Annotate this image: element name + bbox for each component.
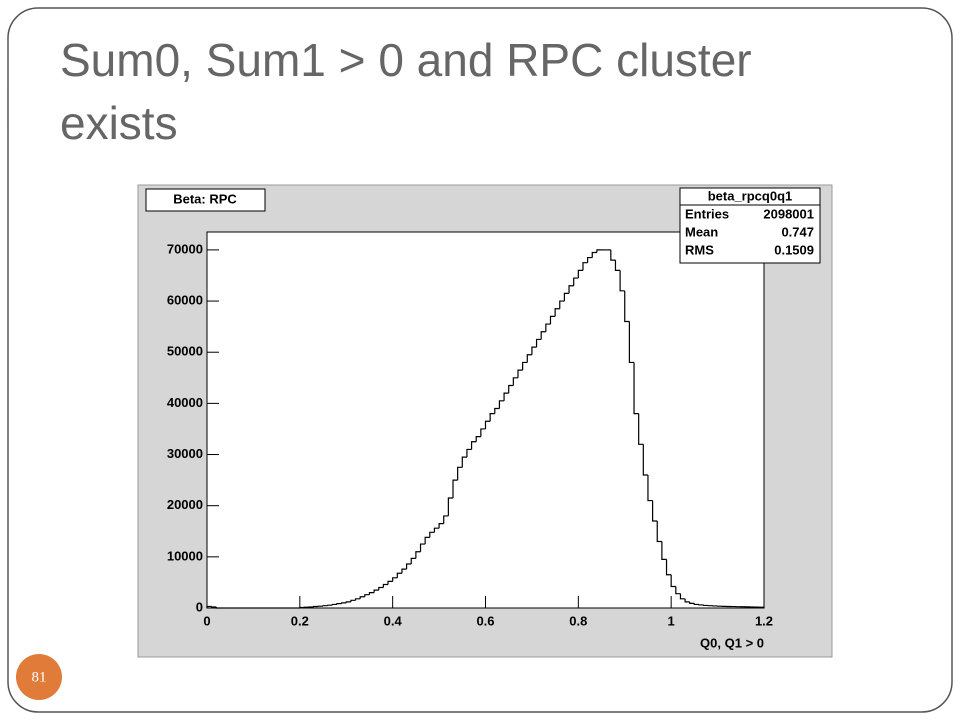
- stats-title: beta_rpcq0q1: [708, 188, 793, 203]
- y-tick-label: 20000: [167, 497, 203, 512]
- x-tick-label: 1: [668, 613, 675, 628]
- y-tick-label: 40000: [167, 395, 203, 410]
- x-tick-label: 0.4: [384, 613, 403, 628]
- bar: [314, 606, 319, 607]
- stats-label: Entries: [685, 206, 729, 221]
- stats-value: 0.1509: [774, 242, 814, 257]
- plot-frame: [207, 232, 764, 608]
- x-tick-label: 0.8: [569, 613, 587, 628]
- bar: [699, 604, 704, 605]
- x-tick-label: 1.2: [755, 613, 773, 628]
- stats-value: 2098001: [763, 206, 814, 221]
- stats-label: RMS: [685, 242, 714, 257]
- bar: [328, 605, 333, 606]
- bar: [300, 607, 305, 608]
- x-tick-label: 0.2: [291, 613, 309, 628]
- y-tick-label: 70000: [167, 241, 203, 256]
- x-axis-label: Q0, Q1 > 0: [700, 635, 764, 650]
- bar: [704, 605, 709, 606]
- hist-title: Beta: RPC: [173, 191, 237, 206]
- bar: [212, 606, 217, 607]
- page-number: 81: [32, 669, 47, 685]
- stats-label: Mean: [685, 224, 718, 239]
- x-tick-label: 0: [203, 613, 210, 628]
- y-tick-label: 10000: [167, 548, 203, 563]
- y-tick-label: 60000: [167, 292, 203, 307]
- y-tick-label: 30000: [167, 446, 203, 461]
- y-tick-label: 0: [196, 599, 203, 614]
- bar: [323, 606, 328, 607]
- slide-title: Sum0, Sum1 > 0 and RPC cluster: [60, 34, 752, 86]
- y-tick-label: 50000: [167, 344, 203, 359]
- x-tick-label: 0.6: [476, 613, 494, 628]
- stats-value: 0.747: [781, 224, 814, 239]
- slide-title: exists: [60, 97, 178, 149]
